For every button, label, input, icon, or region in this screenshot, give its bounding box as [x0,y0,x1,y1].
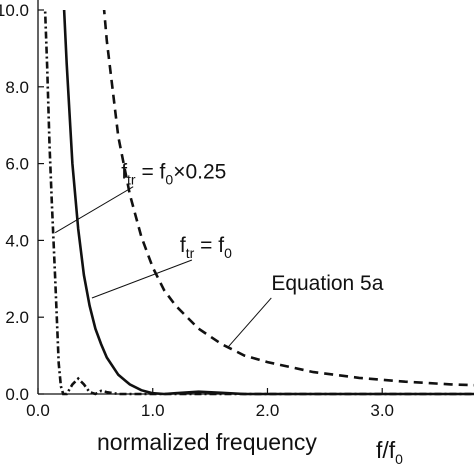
annotation-part: f [180,234,186,257]
x-axis-symbol: f/f0 [376,437,403,467]
annotation-part: f [121,161,127,184]
leader-line [91,259,193,299]
y-tick-label: 4.0 [5,231,29,250]
annotation-sub: tr [186,245,195,261]
annotation-sub: tr [127,172,136,188]
y-tick-label: 6.0 [5,155,29,174]
annotation-part: Equation 5a [271,272,383,295]
annotation: ftr = f0×0.25 [121,161,226,188]
symbol-sub: 0 [395,451,403,467]
series-line [62,10,474,396]
y-tick-label: 8.0 [5,78,29,97]
y-tick-label: 10.0 [0,1,29,20]
annotation: Equation 5a [271,272,383,295]
x-tick-label: 2.0 [256,401,280,420]
x-tick-label: 1.0 [141,401,165,420]
annotation-sub: 0 [224,245,232,261]
leader-line [54,186,134,234]
annotation-part: = f [194,234,224,257]
series-line [43,10,474,396]
annotation: ftr = f0 [180,234,232,261]
annotation-part: = f [136,161,166,184]
annotation-sub: 0 [165,172,173,188]
x-axis-label: normalized frequency [97,429,317,455]
annotation-part: ×0.25 [173,161,226,184]
x-tick-label: 3.0 [370,401,394,420]
series-line [102,10,474,387]
x-tick-label: 0.0 [26,401,50,420]
y-tick-label: 2.0 [5,308,29,327]
symbol-main: f/f [376,437,396,463]
leader-line [226,297,272,349]
plot-area [43,10,474,396]
y-tick-label: 0.0 [5,385,29,404]
